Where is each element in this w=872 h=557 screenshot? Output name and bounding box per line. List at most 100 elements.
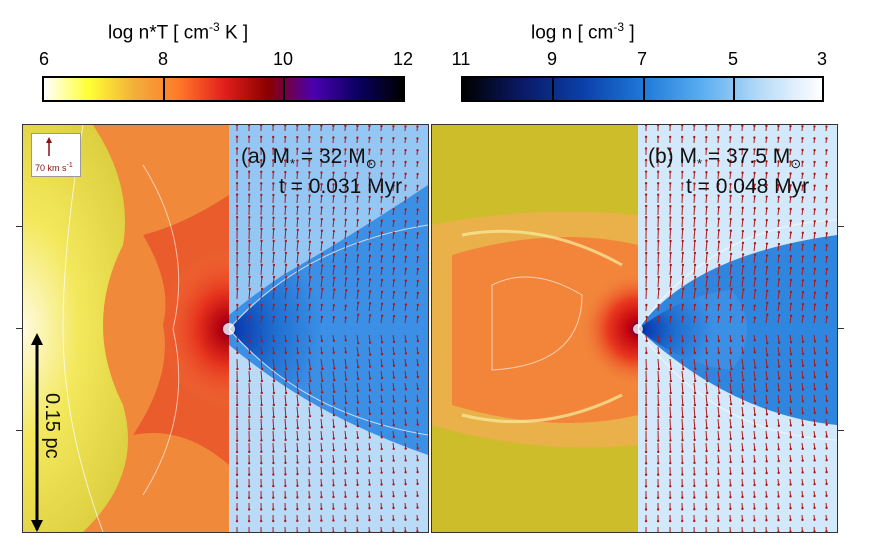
velocity-arrow-head <box>356 183 359 187</box>
velocity-arrow-head <box>681 496 684 499</box>
velocity-arrow-head <box>789 231 793 234</box>
velocity-arrow-head <box>356 254 360 257</box>
velocity-arrow-head <box>416 184 419 188</box>
velocity-arrow-head <box>753 425 757 428</box>
velocity-arrow-head <box>248 315 252 319</box>
velocity-arrow-head <box>681 351 685 355</box>
velocity-arrow-head <box>681 450 684 453</box>
velocity-arrow-head <box>344 401 348 405</box>
velocity-arrow-head <box>693 303 697 307</box>
velocity-arrow-head <box>284 303 288 307</box>
velocity-arrow-head <box>669 216 672 219</box>
velocity-arrow-head <box>296 507 299 511</box>
velocity-arrow <box>741 394 744 404</box>
velocity-arrow <box>344 406 347 415</box>
velocity-arrow-head <box>404 148 407 152</box>
velocity-arrow-head <box>825 220 828 223</box>
velocity-arrow <box>332 242 335 252</box>
velocity-arrow-head <box>416 232 419 235</box>
velocity-arrow <box>296 394 299 406</box>
velocity-scale-arrow-icon <box>46 137 52 156</box>
velocity-arrow-head <box>284 125 287 127</box>
velocity-arrow-head <box>693 438 696 442</box>
colorbar-left-title: log n*T [ cm-3 K ] <box>108 20 248 44</box>
velocity-arrow <box>741 219 744 228</box>
velocity-arrow-head <box>741 351 745 354</box>
velocity-arrow-head <box>681 193 684 197</box>
velocity-arrow <box>729 277 732 288</box>
velocity-arrow-head <box>801 518 804 522</box>
velocity-arrow <box>693 430 696 440</box>
velocity-arrow-head <box>368 389 372 392</box>
velocity-arrow <box>308 394 311 405</box>
velocity-arrow-head <box>368 448 371 451</box>
velocity-arrow-head <box>801 160 804 164</box>
velocity-arrow <box>308 382 311 394</box>
velocity-arrow-head <box>416 494 419 498</box>
velocity-arrow-head <box>235 147 239 150</box>
colorbar-right-tick: 9 <box>546 49 558 69</box>
velocity-arrow-head <box>669 367 673 371</box>
velocity-arrow <box>272 418 275 429</box>
velocity-arrow-head <box>416 267 420 271</box>
velocity-arrow <box>260 394 263 406</box>
velocity-arrow-head <box>416 137 419 140</box>
velocity-arrow-head <box>753 413 757 416</box>
velocity-arrow-head <box>272 315 276 319</box>
velocity-arrow-head <box>777 424 781 427</box>
velocity-arrow-head <box>777 278 781 281</box>
velocity-arrow-head <box>718 367 721 371</box>
velocity-arrow-head <box>681 303 685 307</box>
velocity-arrow <box>741 242 744 252</box>
velocity-arrow <box>296 358 299 370</box>
velocity-arrow-head <box>344 519 347 522</box>
velocity-arrow-head <box>308 147 311 151</box>
velocity-arrow <box>296 430 299 440</box>
velocity-arrow-head <box>416 172 419 176</box>
velocity-arrow <box>344 418 347 427</box>
velocity-arrow <box>657 370 660 382</box>
velocity-arrow-head <box>320 252 324 256</box>
velocity-arrow <box>753 406 756 415</box>
velocity-arrow-head <box>813 315 817 318</box>
velocity-arrow <box>681 217 684 228</box>
velocity-arrow-head <box>693 450 696 453</box>
velocity-arrow-head <box>392 255 396 258</box>
colorbar-left-title-end: K ] <box>219 22 249 44</box>
velocity-arrow-head <box>309 379 312 383</box>
velocity-arrow-head <box>813 291 817 294</box>
velocity-arrow-head <box>380 125 383 128</box>
velocity-arrow-head <box>741 484 744 487</box>
velocity-arrow-head <box>741 519 744 522</box>
velocity-arrow <box>368 303 371 312</box>
velocity-arrow-head <box>680 125 684 127</box>
velocity-arrow <box>717 454 720 463</box>
velocity-arrow-head <box>404 494 407 498</box>
velocity-arrow-head <box>706 287 709 291</box>
velocity-arrow-head <box>368 314 372 317</box>
velocity-arrow-head <box>320 229 324 232</box>
velocity-arrow-head <box>801 314 805 318</box>
velocity-arrow <box>356 382 359 391</box>
velocity-arrow-head <box>717 315 721 319</box>
velocity-arrow-head <box>789 219 792 222</box>
velocity-arrow-head <box>380 447 383 451</box>
velocity-arrow-head <box>272 450 275 453</box>
velocity-arrow-head <box>272 263 276 267</box>
velocity-arrow <box>705 406 708 417</box>
velocity-arrow <box>248 276 251 288</box>
velocity-arrow-head <box>729 241 733 244</box>
velocity-arrow-head <box>753 136 756 139</box>
velocity-arrow-head <box>320 531 323 532</box>
velocity-arrow-head <box>296 438 299 441</box>
velocity-arrow <box>320 219 323 228</box>
velocity-arrow <box>729 370 732 381</box>
velocity-arrow-head <box>380 436 383 439</box>
velocity-arrow-head <box>368 365 372 368</box>
velocity-arrow <box>332 277 335 288</box>
velocity-arrow-head <box>801 172 804 175</box>
velocity-arrow-head <box>741 253 745 256</box>
velocity-arrow-head <box>789 364 793 368</box>
velocity-arrow-head <box>705 159 708 162</box>
velocity-arrow <box>296 442 299 452</box>
